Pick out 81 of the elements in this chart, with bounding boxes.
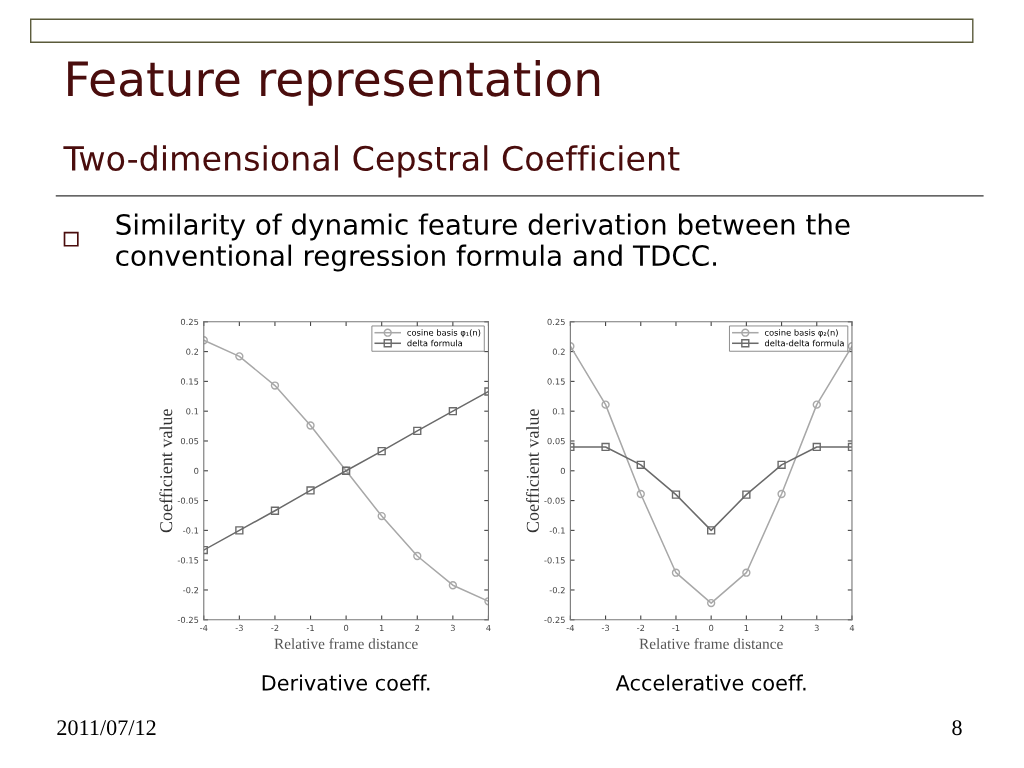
x-tick-label: 2 (779, 624, 784, 631)
point (413, 551, 422, 561)
point (601, 400, 610, 409)
point (306, 486, 315, 495)
x-axis-title: Relative frame distance (274, 638, 418, 650)
point (377, 446, 386, 456)
point (601, 442, 610, 452)
legend-label: cosine basis φ₂(n) (764, 329, 838, 338)
y-tick-label: 0.05 (180, 437, 199, 445)
y-tick-label: 0.1 (186, 408, 199, 415)
y-tick-label: 0.1 (552, 408, 565, 415)
x-tick-label: 0 (344, 624, 349, 632)
point (306, 421, 315, 430)
y-tick-label: 0.15 (180, 378, 199, 385)
y-tick-label: -0.15 (177, 557, 199, 564)
y-tick-label: 0 (194, 467, 199, 475)
x-tick-label: 4 (849, 624, 855, 631)
point (777, 489, 786, 499)
point (671, 568, 681, 577)
y-tick-label: -0.1 (183, 527, 199, 534)
point (707, 526, 716, 535)
point (377, 511, 386, 521)
x-tick-label: -1 (672, 624, 680, 631)
y-tick-label: 0.2 (552, 348, 565, 355)
text: 2011/07/12 (57, 720, 156, 736)
point (448, 407, 458, 416)
point (448, 581, 458, 590)
point (742, 568, 751, 577)
text: 8 (952, 720, 962, 736)
point (812, 442, 821, 452)
point (235, 526, 244, 535)
y-tick-label: 0.25 (547, 318, 565, 326)
y-tick-label: 0.25 (180, 318, 199, 326)
x-tick-label: 3 (450, 624, 455, 632)
x-axis-title: Relative frame distance (639, 638, 783, 650)
y-tick-label: -0.2 (549, 586, 565, 594)
point (270, 506, 280, 515)
y-tick-label: -0.15 (544, 557, 565, 564)
y-axis-title: Coefficient value (159, 409, 173, 533)
point (636, 460, 645, 469)
y-tick-label: -0.2 (183, 586, 199, 594)
text: Similarity of dynamic feature derivation between the conventional regression formula and TDCC. (116, 213, 850, 272)
y-tick-label: -0.25 (544, 616, 565, 624)
legend-label: delta-delta formula (764, 339, 844, 347)
x-tick-label: -3 (601, 624, 610, 632)
legend-label: delta formula (407, 339, 463, 347)
y-tick-label: 0 (560, 467, 565, 475)
point (812, 400, 821, 409)
y-tick-label: -0.25 (177, 616, 199, 624)
point (777, 460, 786, 469)
point (671, 490, 681, 499)
point (235, 352, 244, 361)
x-tick-label: -2 (637, 624, 645, 631)
point (413, 426, 422, 436)
y-tick-label: -0.05 (544, 497, 565, 504)
y-tick-label: 0.15 (547, 378, 565, 385)
legend-label: cosine basis φ₁(n) (407, 329, 481, 338)
text: Accelerative coeff. (615, 674, 806, 691)
chart-subtitle: Two-dimensional Cepstral Coefficient (63, 145, 680, 178)
x-tick-label: -1 (306, 624, 314, 631)
text: Derivative coeff. (262, 674, 430, 691)
x-tick-label: -2 (271, 624, 279, 631)
y-axis-title: Coefficient value (526, 409, 539, 533)
x-tick-label: 3 (814, 624, 819, 632)
point (707, 598, 716, 608)
x-tick-label: -4 (200, 624, 208, 631)
x-tick-label: -4 (566, 624, 575, 631)
y-tick-label: 0.2 (186, 348, 199, 355)
y-tick-label: 0.05 (547, 437, 565, 445)
x-tick-label: 1 (744, 624, 749, 631)
point (742, 490, 751, 499)
chart-title: Feature representation (68, 60, 600, 106)
x-tick-label: -3 (235, 624, 243, 632)
point (636, 489, 645, 499)
x-tick-label: 2 (415, 624, 420, 631)
y-tick-label: -0.05 (177, 497, 199, 504)
y-tick-label: -0.1 (549, 527, 565, 534)
x-tick-label: 4 (486, 624, 491, 631)
x-tick-label: 0 (709, 624, 714, 632)
point (270, 381, 280, 390)
x-tick-label: 1 (379, 624, 384, 631)
